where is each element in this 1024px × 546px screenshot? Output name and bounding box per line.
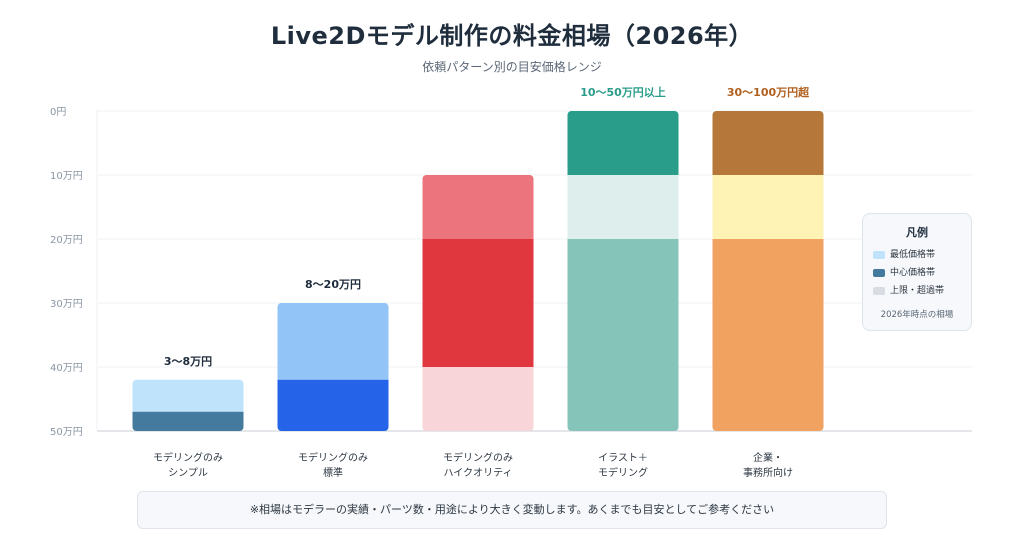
legend-item-lowest: 最低価格帯 (873, 247, 935, 260)
legend-swatch-upper (873, 286, 885, 295)
bar-segment (567, 239, 679, 431)
legend-item-center: 中心価格帯 (873, 265, 935, 278)
category-label: 標準 (323, 466, 343, 479)
bar-segment (712, 111, 824, 175)
bar-segment (422, 175, 534, 239)
legend-swatch-center (873, 268, 885, 277)
y-tick-label: 30万円 (50, 299, 83, 310)
category-label: モデリングのみ (443, 451, 513, 464)
legend-note: 2026年時点の相場 (880, 310, 954, 320)
y-tick-label: 40万円 (50, 363, 83, 374)
range-label: 3〜8万円 (164, 355, 212, 368)
range-label: 8〜20万円 (305, 278, 361, 291)
range-label: 20〜30万円以上 (435, 238, 521, 252)
category-label: シンプル (168, 467, 208, 479)
bar-segment (132, 411, 244, 431)
chart-subtitle: 依頼パターン別の目安価格レンジ (422, 60, 602, 74)
legend-item-upper: 上限・超過帯 (873, 283, 944, 296)
bar-segment (277, 303, 389, 380)
legend-label-lowest: 最低価格帯 (890, 250, 936, 260)
bar-segment (422, 367, 534, 431)
category-label: ハイクオリティ (444, 467, 513, 479)
legend-label-upper: 上限・超過帯 (890, 286, 945, 296)
legend: 凡例 最低価格帯 中心価格帯 上限・超過帯 2026年時点の相場 (862, 213, 972, 331)
bar-segment (567, 175, 679, 239)
legend-title: 凡例 (906, 226, 928, 239)
category-label: 企業・ (753, 451, 783, 464)
y-tick-label: 20万円 (50, 235, 83, 246)
bar-segment (277, 379, 389, 431)
category-label: 事務所向け (743, 466, 793, 479)
bar-segment (567, 111, 679, 175)
bar-segment (132, 379, 244, 412)
bar-segment (712, 175, 824, 239)
range-label: 10〜50万円以上 (580, 85, 666, 99)
bar-segment (712, 239, 824, 431)
category-label: イラスト＋ (598, 452, 648, 464)
y-tick-label: 10万円 (50, 171, 83, 182)
category-label: モデリング (598, 466, 648, 479)
category-label: モデリングのみ (153, 451, 223, 464)
bar-segment (422, 239, 534, 367)
y-tick-label: 0円 (50, 107, 66, 118)
legend-swatch-lowest (873, 250, 885, 259)
range-label: 30〜100万円超 (727, 85, 810, 99)
category-label: モデリングのみ (298, 451, 368, 464)
legend-label-center: 中心価格帯 (890, 268, 936, 278)
footnote: ※相場はモデラーの実績・パーツ数・用途により大きく変動します。あくまでも目安とし… (137, 491, 887, 529)
chart-title: Live2Dモデル制作の料金相場（2026年） (270, 22, 754, 50)
y-tick-label: 50万円 (50, 427, 83, 438)
